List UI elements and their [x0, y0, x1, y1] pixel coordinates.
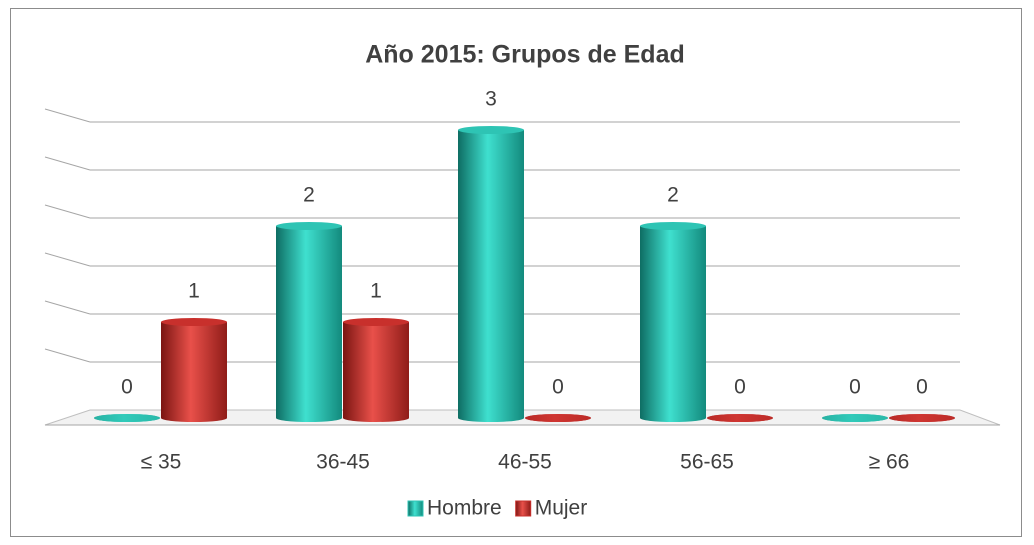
grid-line-side	[44, 156, 91, 171]
bar-body	[276, 226, 342, 418]
bar-top	[161, 318, 227, 326]
legend-swatch	[407, 500, 424, 517]
x-tick-label: 56-65	[680, 451, 734, 474]
data-label: 0	[849, 376, 861, 399]
bar-body	[458, 130, 524, 418]
grid-line-side	[44, 204, 91, 219]
data-label: 0	[734, 376, 746, 399]
grid-line-side	[44, 108, 91, 123]
grid-line-side	[44, 252, 91, 267]
grid-line-side	[44, 300, 91, 315]
bar-top	[458, 126, 524, 134]
bar-base	[343, 414, 409, 422]
x-tick-label: ≥ 66	[869, 451, 910, 474]
bar-top	[707, 414, 773, 422]
bar-top	[822, 414, 888, 422]
bar-base	[458, 414, 524, 422]
x-tick-label: ≤ 35	[141, 451, 182, 474]
bar-base	[640, 414, 706, 422]
legend-label: Hombre	[427, 497, 502, 520]
bar-top	[889, 414, 955, 422]
bar-base	[276, 414, 342, 422]
grid-line-side	[44, 348, 91, 363]
x-tick-label: 46-55	[498, 451, 552, 474]
data-label: 0	[121, 376, 133, 399]
data-label: 0	[552, 376, 564, 399]
legend-label: Mujer	[535, 497, 588, 520]
bar-top	[94, 414, 160, 422]
chart-title: Año 2015: Grupos de Edad	[365, 41, 685, 69]
x-tick-label: 36-45	[316, 451, 370, 474]
data-label: 0	[916, 376, 928, 399]
data-label: 2	[303, 184, 315, 207]
bar-top	[343, 318, 409, 326]
bar-top	[276, 222, 342, 230]
bar-top	[525, 414, 591, 422]
legend-swatch	[515, 500, 532, 517]
bar-body	[343, 322, 409, 418]
bar-body	[640, 226, 706, 418]
bar-base	[161, 414, 227, 422]
bar-body	[161, 322, 227, 418]
data-label: 3	[485, 88, 497, 111]
data-label: 1	[370, 280, 382, 303]
bar-top	[640, 222, 706, 230]
data-label: 2	[667, 184, 679, 207]
data-label: 1	[188, 280, 200, 303]
